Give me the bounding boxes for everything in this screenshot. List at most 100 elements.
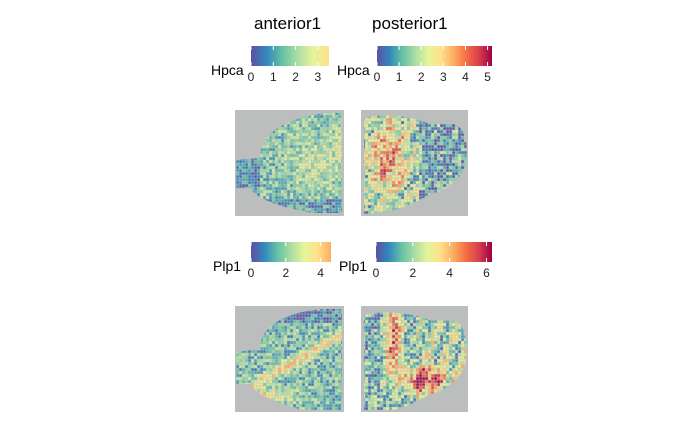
expression-spot bbox=[389, 196, 392, 199]
expression-spot bbox=[323, 341, 326, 344]
expression-spot bbox=[278, 193, 281, 196]
expression-spot bbox=[305, 205, 308, 208]
expression-spot bbox=[281, 196, 284, 199]
expression-spot bbox=[440, 332, 443, 335]
expression-spot bbox=[413, 362, 416, 365]
expression-spot bbox=[416, 154, 419, 157]
expression-spot bbox=[425, 380, 428, 383]
expression-spot bbox=[341, 175, 342, 178]
expression-spot bbox=[458, 133, 461, 136]
expression-spot bbox=[302, 142, 305, 145]
expression-spot bbox=[413, 383, 416, 386]
expression-spot bbox=[383, 389, 386, 392]
expression-spot bbox=[383, 160, 386, 163]
expression-spot bbox=[284, 154, 287, 157]
expression-spot bbox=[251, 374, 254, 377]
expression-spot bbox=[275, 133, 278, 136]
expression-spot bbox=[434, 371, 437, 374]
expression-spot bbox=[281, 326, 284, 329]
expression-spot bbox=[287, 377, 290, 380]
expression-spot bbox=[422, 148, 425, 151]
expression-spot bbox=[380, 169, 383, 172]
expression-spot bbox=[410, 368, 413, 371]
expression-spot bbox=[248, 377, 251, 380]
expression-spot bbox=[278, 368, 281, 371]
expression-spot bbox=[452, 326, 455, 329]
expression-spot bbox=[332, 371, 335, 374]
expression-spot bbox=[323, 332, 326, 335]
expression-spot bbox=[416, 121, 419, 124]
expression-spot bbox=[329, 365, 332, 368]
expression-spot bbox=[401, 383, 404, 386]
expression-spot bbox=[419, 323, 422, 326]
expression-spot bbox=[302, 163, 305, 166]
expression-spot bbox=[401, 335, 404, 338]
expression-spot bbox=[260, 347, 263, 350]
expression-spot bbox=[320, 377, 323, 380]
expression-spot bbox=[305, 353, 308, 356]
expression-spot bbox=[308, 344, 311, 347]
expression-spot bbox=[371, 115, 374, 118]
expression-spot bbox=[299, 133, 302, 136]
expression-spot bbox=[446, 329, 449, 332]
expression-spot bbox=[287, 187, 290, 190]
expression-spot bbox=[335, 392, 338, 395]
expression-spot bbox=[302, 398, 305, 401]
expression-spot bbox=[464, 341, 467, 344]
expression-spot bbox=[416, 338, 419, 341]
expression-spot bbox=[464, 145, 467, 148]
expression-spot bbox=[422, 368, 425, 371]
expression-spot bbox=[308, 145, 311, 148]
expression-spot bbox=[446, 356, 449, 359]
expression-spot bbox=[431, 332, 434, 335]
expression-spot bbox=[317, 154, 320, 157]
expression-spot bbox=[398, 166, 401, 169]
expression-spot bbox=[326, 205, 329, 208]
expression-spot bbox=[338, 202, 341, 205]
expression-spot bbox=[443, 139, 446, 142]
expression-spot bbox=[440, 136, 443, 139]
expression-spot bbox=[395, 199, 398, 202]
expression-spot bbox=[374, 190, 377, 193]
expression-spot bbox=[413, 187, 416, 190]
expression-spot bbox=[398, 353, 401, 356]
expression-spot bbox=[380, 332, 383, 335]
expression-spot bbox=[260, 193, 263, 196]
expression-spot bbox=[284, 323, 287, 326]
expression-spot bbox=[431, 163, 434, 166]
expression-spot bbox=[242, 166, 245, 169]
expression-spot bbox=[317, 178, 320, 181]
expression-spot bbox=[260, 178, 263, 181]
expression-spot bbox=[371, 175, 374, 178]
expression-spot bbox=[251, 356, 254, 359]
expression-spot bbox=[284, 332, 287, 335]
expression-spot bbox=[239, 365, 242, 368]
colorbar-tick-label: 4 bbox=[446, 266, 453, 280]
expression-spot bbox=[386, 121, 389, 124]
expression-spot bbox=[371, 398, 374, 401]
expression-spot bbox=[419, 139, 422, 142]
expression-spot bbox=[440, 368, 443, 371]
expression-spot bbox=[341, 332, 342, 335]
expression-spot bbox=[311, 190, 314, 193]
expression-spot bbox=[338, 347, 341, 350]
expression-spot bbox=[323, 154, 326, 157]
expression-spot bbox=[410, 332, 413, 335]
expression-spot bbox=[437, 136, 440, 139]
expression-spot bbox=[317, 323, 320, 326]
expression-spot bbox=[389, 187, 392, 190]
expression-spot bbox=[404, 332, 407, 335]
expression-spot bbox=[299, 398, 302, 401]
expression-spot bbox=[446, 335, 449, 338]
expression-spot bbox=[266, 371, 269, 374]
expression-spot bbox=[365, 208, 368, 211]
expression-spot bbox=[272, 362, 275, 365]
expression-spot bbox=[455, 377, 458, 380]
expression-spot bbox=[293, 151, 296, 154]
expression-spot bbox=[410, 139, 413, 142]
expression-spot bbox=[296, 338, 299, 341]
expression-spot bbox=[320, 392, 323, 395]
expression-spot bbox=[245, 362, 248, 365]
expression-spot bbox=[392, 335, 395, 338]
expression-spot bbox=[332, 118, 335, 121]
